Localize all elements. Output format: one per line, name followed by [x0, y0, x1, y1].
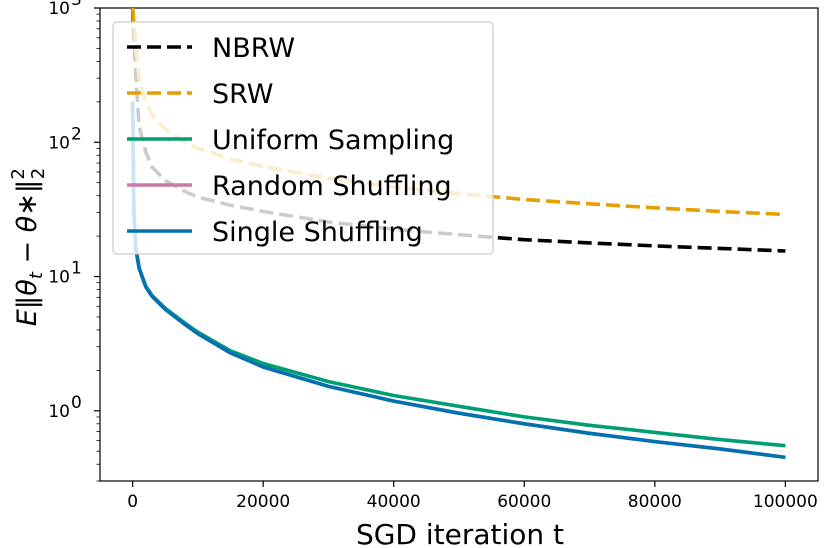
- series-line-single-shuffling: [130, 101, 786, 460]
- x-tick-label: 20000: [236, 492, 290, 512]
- x-tick-label: 80000: [628, 492, 682, 512]
- x-tick-label: 0: [127, 492, 138, 512]
- legend-box: [112, 21, 494, 255]
- legend-label: NBRW: [212, 33, 295, 64]
- y-tick-label: 10: [48, 402, 70, 422]
- y-tick-exponent: 1: [71, 259, 82, 279]
- x-tick-label: 60000: [497, 492, 551, 512]
- legend: NBRW SRW Uniform Sampling Random Shuffling S…: [112, 21, 494, 255]
- y-axis-title: E‖θt − θ∗‖22: [8, 168, 49, 327]
- legend-label: Uniform Sampling: [212, 125, 454, 156]
- y-tick-exponent: 3: [71, 0, 82, 10]
- y-tick-exponent: 0: [71, 393, 82, 413]
- legend-label: SRW: [212, 79, 274, 110]
- x-tick-label: 100000: [753, 492, 818, 512]
- x-tick-label: 40000: [367, 492, 421, 512]
- y-axis-title-text: E‖θt − θ∗‖22: [8, 168, 49, 327]
- plot-area: [99, 7, 819, 482]
- y-tick-exponent: 2: [71, 124, 82, 144]
- y-tick-label: 10: [48, 0, 70, 19]
- legend-label: Single Shuffling: [212, 217, 423, 248]
- y-tick-label: 10: [48, 268, 70, 288]
- legend-label: Random Shuffling: [212, 171, 452, 202]
- x-axis-title: SGD iteration t: [356, 518, 564, 548]
- x-axis-ticks: 0 20000 40000 60000 80000 100000: [127, 481, 818, 512]
- y-tick-label: 10: [48, 133, 70, 153]
